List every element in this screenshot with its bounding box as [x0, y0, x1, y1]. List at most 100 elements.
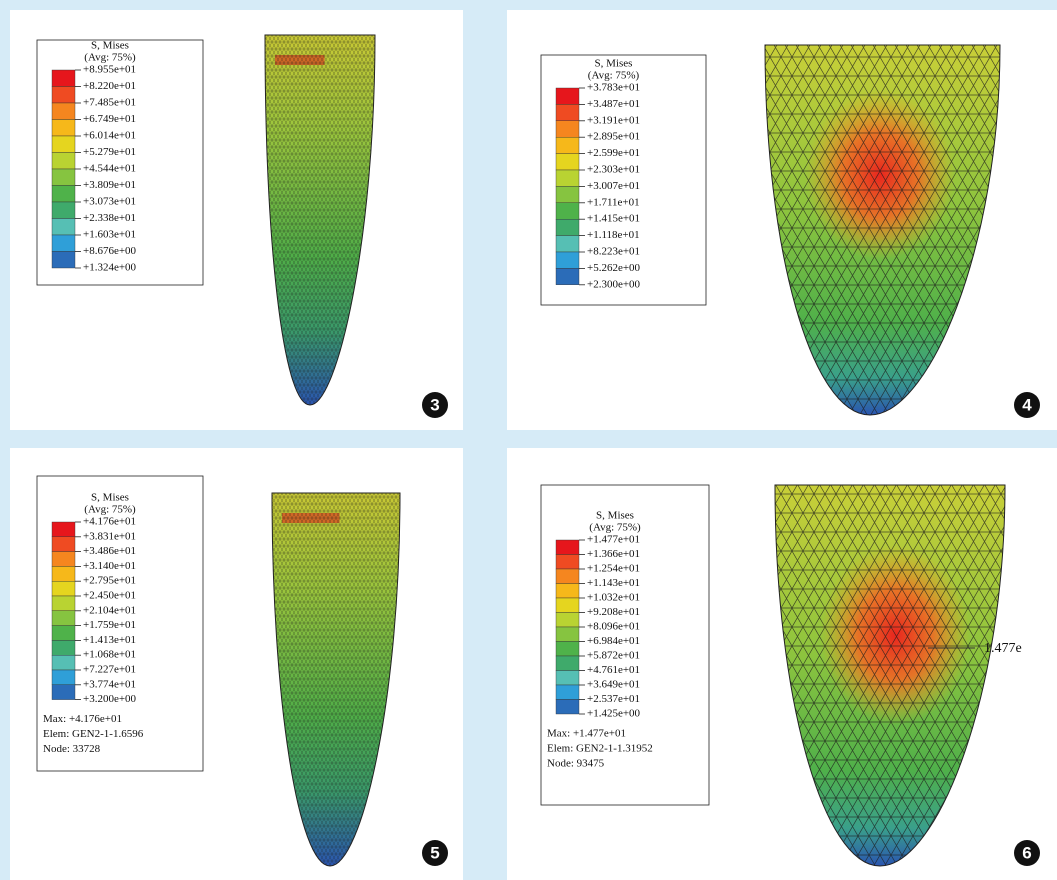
legend-swatch: [52, 655, 75, 670]
legend-swatch: [556, 137, 579, 153]
model-info: Node: 33728: [43, 743, 101, 755]
model-info: Node: 93475: [547, 758, 605, 770]
legend-label: +2.895e+01: [587, 131, 640, 143]
legend-swatch: [52, 537, 75, 552]
legend-label: +8.096e+01: [587, 621, 640, 633]
legend-label: +2.303e+01: [587, 164, 640, 176]
legend-label: +4.544e+01: [83, 163, 136, 175]
legend-swatch: [556, 598, 579, 613]
model-info: Elem: GEN2-1-1.6596: [43, 728, 144, 740]
legend-label: +3.809e+01: [83, 179, 136, 191]
legend-swatch: [556, 555, 579, 570]
legend-label: +3.831e+01: [83, 530, 136, 542]
legend-label: +8.955e+01: [83, 64, 136, 76]
legend-swatch: [52, 103, 75, 120]
legend-swatch: [52, 640, 75, 655]
legend-swatch: [556, 700, 579, 715]
legend-title: S, Mises: [91, 492, 129, 504]
legend-label: +2.537e+01: [587, 693, 640, 705]
legend-label: +1.477e+01: [587, 534, 640, 546]
legend-swatch: [556, 685, 579, 700]
legend-label: +1.254e+01: [587, 563, 640, 575]
legend-label: +4.176e+01: [83, 516, 136, 528]
legend-label: +2.104e+01: [83, 604, 136, 616]
legend-subtitle: (Avg: 75%): [84, 504, 136, 516]
legend-swatch: [52, 186, 75, 203]
legend-swatch: [52, 219, 75, 236]
legend-title: S, Mises: [596, 510, 634, 522]
legend-swatch: [556, 203, 579, 219]
legend-swatch: [556, 540, 579, 555]
legend-label: +3.486e+01: [83, 545, 136, 557]
legend-swatch: [556, 170, 579, 186]
legend-label: +1.415e+01: [587, 213, 640, 225]
legend-swatch: [52, 87, 75, 104]
legend-swatch: [52, 252, 75, 269]
figure: S, Mises(Avg: 75%)+8.955e+01+8.220e+01+7…: [0, 0, 1057, 880]
model-info: Elem: GEN2-1-1.31952: [547, 743, 653, 755]
legend-swatch: [556, 584, 579, 599]
legend-label: +3.783e+01: [587, 82, 640, 94]
legend-swatch: [556, 219, 579, 235]
legend-swatch: [52, 522, 75, 537]
legend-title: S, Mises: [595, 58, 633, 70]
badge-number: 3: [430, 395, 439, 414]
badge-number: 6: [1022, 843, 1031, 862]
legend-label: +3.774e+01: [83, 678, 136, 690]
legend-subtitle: (Avg: 75%): [589, 522, 641, 534]
legend-swatch: [556, 186, 579, 202]
legend-swatch: [556, 121, 579, 137]
legend-swatch: [556, 671, 579, 686]
legend-swatch: [52, 120, 75, 137]
legend-label: +2.300e+00: [587, 278, 641, 290]
model-info: Max: +1.477e+01: [547, 728, 626, 740]
legend-swatch: [556, 252, 579, 268]
legend-label: +5.262e+00: [587, 262, 641, 274]
legend-title: S, Mises: [91, 40, 129, 52]
badge-number: 5: [430, 843, 439, 862]
legend-label: +1.425e+00: [587, 708, 641, 720]
legend-label: +3.073e+01: [83, 196, 136, 208]
legend-swatch: [52, 552, 75, 567]
legend-swatch: [52, 169, 75, 186]
legend-label: +7.485e+01: [83, 97, 136, 109]
legend-label: +8.223e+01: [587, 246, 640, 258]
legend-label: +2.795e+01: [83, 575, 136, 587]
legend-label: +3.140e+01: [83, 560, 136, 572]
annotation: 1.477e: [984, 641, 1022, 656]
legend-label: +1.759e+01: [83, 619, 136, 631]
legend-label: +8.220e+01: [83, 80, 136, 92]
legend-label: +1.711e+01: [587, 196, 640, 208]
legend-label: +2.450e+01: [83, 590, 136, 602]
legend-label: +1.324e+00: [83, 262, 137, 274]
legend-label: +4.761e+01: [587, 664, 640, 676]
legend-label: +1.413e+01: [83, 634, 136, 646]
legend-swatch: [52, 70, 75, 87]
legend-label: +3.487e+01: [587, 98, 640, 110]
legend-swatch: [556, 613, 579, 628]
legend-label: +9.208e+01: [587, 606, 640, 618]
legend-label: +6.984e+01: [587, 635, 640, 647]
legend-swatch: [556, 627, 579, 642]
legend-label: +7.227e+01: [83, 664, 136, 676]
legend-label: +3.007e+01: [587, 180, 640, 192]
legend-label: +2.599e+01: [587, 147, 640, 159]
legend-swatch: [52, 581, 75, 596]
legend-swatch: [52, 611, 75, 626]
legend-label: +6.749e+01: [83, 113, 136, 125]
legend-swatch: [52, 136, 75, 153]
legend-label: +1.068e+01: [83, 649, 136, 661]
legend-subtitle: (Avg: 75%): [84, 52, 136, 64]
legend-label: +1.143e+01: [587, 577, 640, 589]
legend-swatch: [52, 235, 75, 252]
legend-swatch: [556, 88, 579, 104]
legend-label: +1.118e+01: [587, 229, 640, 241]
legend-label: +8.676e+00: [83, 245, 137, 257]
legend-swatch: [556, 642, 579, 657]
legend-subtitle: (Avg: 75%): [588, 70, 640, 82]
legend-swatch: [52, 566, 75, 581]
legend-label: +1.603e+01: [83, 229, 136, 241]
legend-swatch: [556, 104, 579, 120]
legend-swatch: [556, 236, 579, 252]
model-info: Max: +4.176e+01: [43, 713, 122, 725]
